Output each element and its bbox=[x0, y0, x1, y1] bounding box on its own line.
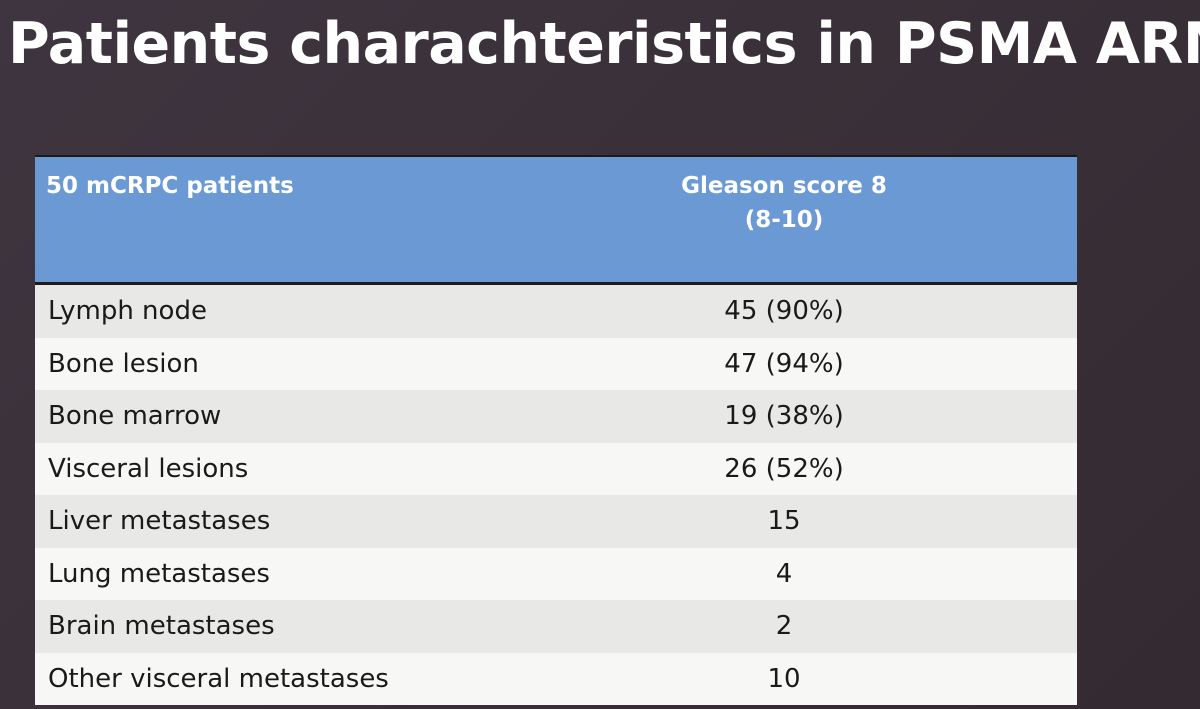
table-row: Liver metastases 15 bbox=[35, 495, 1077, 548]
header-gleason-line1: Gleason score 8 bbox=[681, 173, 887, 199]
row-label: Lung metastases bbox=[48, 558, 270, 589]
row-label: Lymph node bbox=[48, 296, 207, 327]
table-row: Brain metastases 2 bbox=[35, 600, 1077, 653]
table-body: Lymph node 45 (90%) Bone lesion 47 (94%)… bbox=[35, 285, 1077, 705]
row-label: Bone marrow bbox=[48, 401, 222, 432]
table-row: Lung metastases 4 bbox=[35, 547, 1077, 600]
row-value: 2 bbox=[775, 611, 793, 642]
row-value: 45 (90%) bbox=[724, 296, 844, 327]
table-header-row: 50 mCRPC patients Gleason score 8 (8-10) bbox=[35, 157, 1077, 285]
header-patients: 50 mCRPC patients bbox=[46, 173, 294, 199]
header-gleason-score: Gleason score 8 (8-10) bbox=[601, 157, 1077, 282]
table-row: Visceral lesions 26 (52%) bbox=[35, 442, 1077, 495]
table-row: Bone lesion 47 (94%) bbox=[35, 337, 1077, 390]
slide-title: Patients charachteristics in PSMA ARM bbox=[8, 11, 1200, 77]
table-row: Other visceral metastases 10 bbox=[35, 652, 1077, 705]
row-value: 47 (94%) bbox=[724, 348, 844, 379]
row-value: 15 bbox=[767, 506, 801, 537]
row-label: Other visceral metastases bbox=[48, 663, 389, 694]
table-row: Lymph node 45 (90%) bbox=[35, 285, 1077, 338]
row-label: Visceral lesions bbox=[48, 453, 249, 484]
row-label: Bone lesion bbox=[48, 348, 199, 379]
header-gleason-line2: (8-10) bbox=[744, 207, 824, 233]
table-row: Bone marrow 19 (38%) bbox=[35, 390, 1077, 443]
row-value: 26 (52%) bbox=[724, 453, 844, 484]
row-label: Brain metastases bbox=[48, 611, 275, 642]
row-value: 4 bbox=[775, 558, 793, 589]
row-label: Liver metastases bbox=[48, 506, 271, 537]
patient-characteristics-table: 50 mCRPC patients Gleason score 8 (8-10)… bbox=[35, 155, 1077, 705]
row-value: 10 bbox=[767, 663, 801, 694]
row-value: 19 (38%) bbox=[724, 401, 844, 432]
